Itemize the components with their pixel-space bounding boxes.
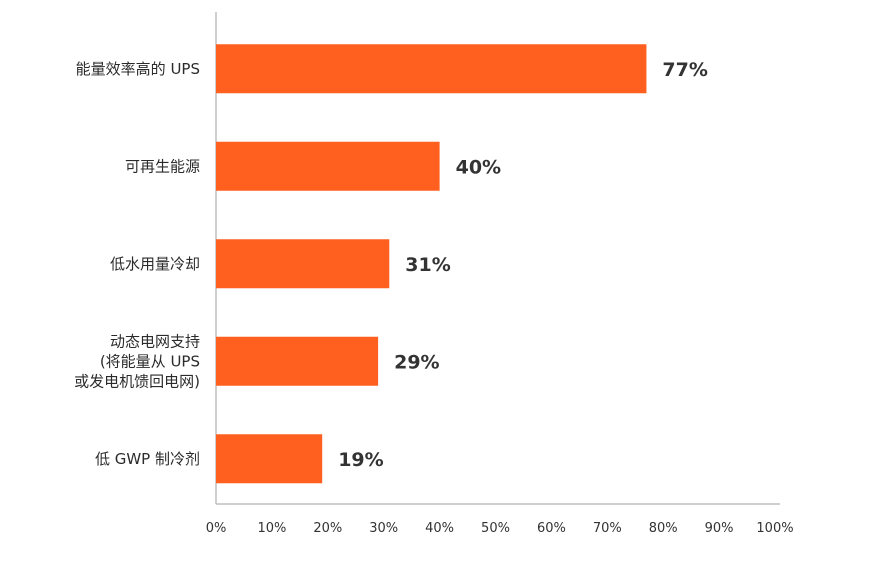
bar-value-label: 31% bbox=[405, 254, 450, 276]
bar bbox=[216, 336, 379, 386]
x-tick-labels: 0% 10% 20% 30% 40% 50% 60% 70% 80% 90% 100% bbox=[206, 521, 794, 536]
bar-value-label: 29% bbox=[394, 351, 439, 373]
x-tick-label: 80% bbox=[649, 521, 678, 536]
x-tick-label: 60% bbox=[537, 521, 566, 536]
bar bbox=[216, 239, 390, 289]
x-tick-label: 100% bbox=[756, 521, 793, 536]
category-label: 可再生能源 bbox=[125, 157, 200, 175]
bar-value-label: 77% bbox=[662, 59, 707, 81]
x-tick-label: 70% bbox=[593, 521, 622, 536]
category-label: 低水用量冷却 bbox=[110, 255, 200, 273]
x-tick-label: 40% bbox=[425, 521, 454, 536]
category-label: (将能量从 UPS bbox=[100, 352, 200, 370]
category-label: 动态电网支持 bbox=[110, 332, 200, 350]
bar-value-label: 40% bbox=[456, 156, 501, 178]
x-tick-label: 30% bbox=[369, 521, 398, 536]
bar bbox=[216, 434, 323, 484]
category-label: 低 GWP 制冷剂 bbox=[95, 450, 200, 468]
value-labels: 77% 40% 31% 29% 19% bbox=[338, 59, 708, 471]
x-tick-label: 20% bbox=[313, 521, 342, 536]
category-label: 或发电机馈回电网) bbox=[74, 372, 200, 390]
x-tick-label: 50% bbox=[481, 521, 510, 536]
category-label: 能量效率高的 UPS bbox=[76, 60, 200, 78]
bar bbox=[216, 44, 647, 94]
x-tick-label: 0% bbox=[206, 521, 227, 536]
bars-group bbox=[216, 44, 647, 484]
bar-value-label: 19% bbox=[338, 449, 383, 471]
x-tick-label: 10% bbox=[257, 521, 286, 536]
x-tick-label: 90% bbox=[705, 521, 734, 536]
bar bbox=[216, 141, 440, 191]
